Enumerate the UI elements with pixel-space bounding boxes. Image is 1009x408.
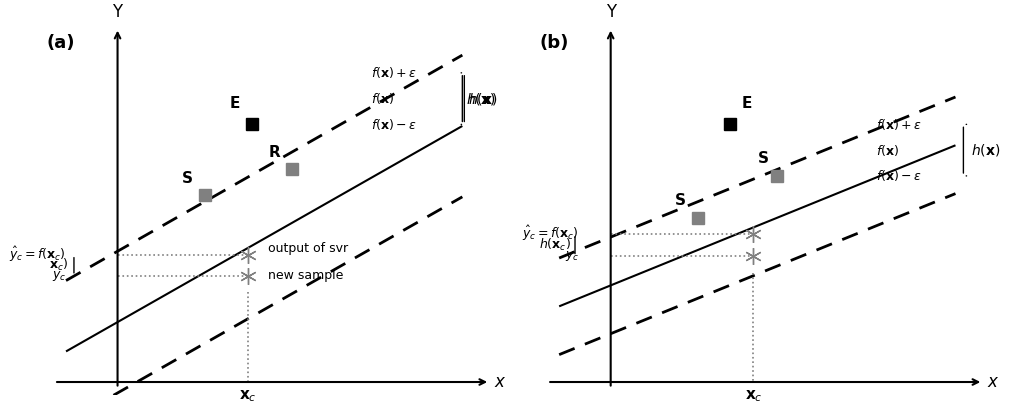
Text: $h(\mathbf{x})$: $h(\mathbf{x})$ [468, 91, 497, 106]
Text: $x$: $x$ [494, 373, 507, 391]
Text: $\hat{y}_c = f(\mathbf{x}_c)$: $\hat{y}_c = f(\mathbf{x}_c)$ [9, 245, 66, 264]
Text: $x$: $x$ [987, 373, 1000, 391]
Text: $h(\mathbf{x}_c)$: $h(\mathbf{x}_c)$ [539, 237, 571, 253]
Text: new sample: new sample [268, 269, 343, 282]
Text: $\mathbf{x}_c$: $\mathbf{x}_c$ [239, 388, 257, 404]
Text: $f(\mathbf{x})$: $f(\mathbf{x})$ [371, 91, 395, 106]
Text: Y: Y [112, 3, 123, 21]
Text: $h(\mathbf{x})$: $h(\mathbf{x})$ [972, 142, 1001, 158]
Text: $y_c$: $y_c$ [565, 249, 579, 264]
Text: $f(\mathbf{x})-\varepsilon$: $f(\mathbf{x})-\varepsilon$ [876, 169, 922, 184]
Text: $f(\mathbf{x})$: $f(\mathbf{x})$ [876, 143, 899, 157]
Text: $\mathbf{x}_c)$: $\mathbf{x}_c)$ [48, 257, 68, 273]
Text: $f(\mathbf{x})+\varepsilon$: $f(\mathbf{x})+\varepsilon$ [876, 117, 922, 132]
Text: (b): (b) [540, 34, 569, 52]
Text: (a): (a) [46, 34, 75, 52]
Text: $\mathbf{x}_c$: $\mathbf{x}_c$ [745, 388, 762, 404]
Text: S: S [182, 171, 193, 186]
Text: S: S [758, 151, 769, 166]
Text: Y: Y [605, 3, 615, 21]
Text: $\hat{y}_c = f(\mathbf{x}_c)$: $\hat{y}_c = f(\mathbf{x}_c)$ [523, 224, 579, 244]
Text: output of svr: output of svr [268, 242, 348, 255]
Text: $h(\mathbf{x})$: $h(\mathbf{x})$ [466, 91, 495, 106]
Text: $y_c$: $y_c$ [51, 269, 66, 283]
Text: $f(\mathbf{x})+\varepsilon$: $f(\mathbf{x})+\varepsilon$ [371, 65, 417, 80]
Text: E: E [742, 96, 752, 111]
Text: S: S [675, 193, 686, 208]
Text: E: E [230, 96, 240, 111]
Text: $f(\mathbf{x})-\varepsilon$: $f(\mathbf{x})-\varepsilon$ [371, 117, 417, 132]
Text: R: R [268, 145, 281, 160]
